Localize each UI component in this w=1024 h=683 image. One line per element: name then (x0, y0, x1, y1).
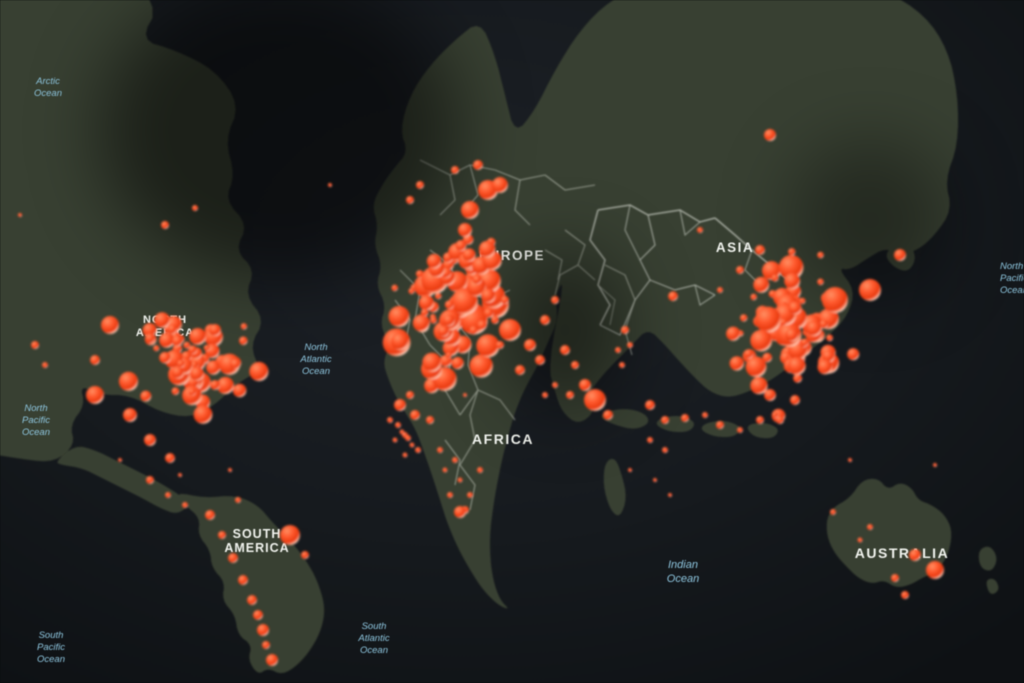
svg-text:North: North (1000, 261, 1023, 272)
svg-text:AFRICA: AFRICA (472, 431, 534, 447)
svg-text:Ocean: Ocean (360, 645, 388, 656)
svg-text:Arctic: Arctic (35, 76, 60, 87)
svg-text:Indian: Indian (668, 559, 698, 571)
svg-text:AUSTRALIA: AUSTRALIA (855, 545, 949, 561)
svg-text:North: North (24, 403, 47, 414)
svg-text:SOUTH: SOUTH (233, 527, 282, 541)
svg-text:Ocean: Ocean (667, 573, 699, 585)
svg-text:South: South (39, 630, 64, 641)
svg-text:Ocean: Ocean (34, 88, 62, 99)
svg-text:Pacific: Pacific (22, 415, 50, 426)
svg-text:Pacific: Pacific (1000, 273, 1024, 284)
svg-text:ASIA: ASIA (716, 240, 754, 255)
svg-text:South: South (362, 621, 387, 632)
svg-text:Ocean: Ocean (302, 366, 330, 377)
svg-text:AMERICA: AMERICA (224, 541, 289, 555)
svg-text:Ocean: Ocean (22, 427, 50, 438)
svg-text:Atlantic: Atlantic (299, 354, 331, 365)
svg-text:North: North (304, 342, 327, 353)
svg-text:Atlantic: Atlantic (357, 633, 389, 644)
svg-text:Pacific: Pacific (37, 642, 65, 653)
svg-text:Ocean: Ocean (37, 654, 65, 665)
svg-text:Ocean: Ocean (1000, 285, 1024, 296)
